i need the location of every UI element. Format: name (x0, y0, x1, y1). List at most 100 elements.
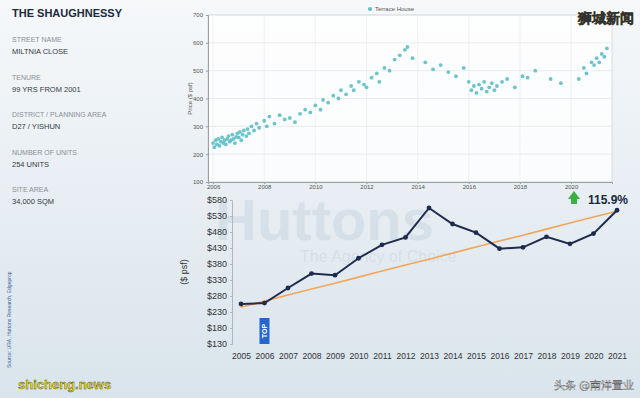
y-axis: $130$180$230$280$330$380$430$480$530$580 (207, 195, 233, 349)
point (362, 83, 366, 87)
tick: 2016 (463, 182, 477, 190)
tick-label: 2013 (420, 351, 439, 361)
point (308, 111, 312, 115)
point (331, 94, 335, 98)
tick: $180 (207, 323, 232, 333)
tick-label: $530 (207, 211, 227, 221)
grid-line (519, 15, 520, 182)
point (244, 134, 248, 138)
tick: 2013 (420, 348, 439, 361)
tick-label: 2010 (309, 184, 323, 190)
point (239, 138, 243, 142)
point (286, 286, 291, 291)
tick-mark (206, 43, 208, 44)
plot-background (208, 15, 612, 182)
tick-label: 2006 (207, 184, 221, 190)
tick-label: 2018 (538, 351, 557, 361)
tick: 2010 (350, 348, 369, 361)
point (403, 235, 408, 240)
tick-label: 2005 (232, 351, 251, 361)
tick-mark (230, 264, 232, 265)
tick-mark (230, 216, 232, 217)
x-axis: 2005200620072008200920102011201220132014… (232, 348, 627, 361)
tick: 2008 (303, 348, 322, 361)
background (0, 0, 640, 398)
tick-mark (230, 248, 232, 249)
point (427, 206, 432, 211)
tick: 600 (193, 40, 208, 46)
tick-label: 2012 (397, 351, 416, 361)
tick: 2006 (207, 182, 221, 190)
point (393, 58, 397, 62)
point (349, 84, 353, 88)
tick-label: 2016 (463, 184, 477, 190)
point (278, 113, 282, 117)
tick-label: 2009 (326, 351, 345, 361)
field-value: 99 YRS FROM 2001 (12, 85, 81, 94)
point (255, 122, 259, 126)
axis-title: Price ($ psf) (187, 82, 193, 114)
point (239, 302, 244, 307)
field-label: DISTRICT / PLANNING AREA (12, 111, 107, 118)
point (377, 80, 381, 84)
tick-label: $380 (207, 259, 227, 269)
point (521, 245, 526, 250)
up-arrow (568, 191, 580, 204)
point (521, 74, 525, 78)
point (339, 88, 343, 92)
tick: 300 (193, 124, 208, 130)
tick: 100 (193, 179, 208, 185)
point (590, 60, 594, 64)
point (446, 70, 450, 74)
field-label: NUMBER OF UNITS (12, 149, 77, 156)
point (293, 120, 297, 124)
tick: 2018 (538, 348, 557, 361)
field-value: 34,000 SQM (12, 197, 54, 206)
legend-label: Terrace House (375, 6, 415, 12)
tick-label: 400 (193, 96, 204, 102)
field-label: TENURE (12, 74, 41, 81)
point (485, 90, 489, 94)
grid-line (468, 15, 469, 182)
tick: 200 (193, 152, 208, 158)
tick: $580 (207, 195, 232, 205)
tick: 2020 (565, 182, 579, 190)
point (247, 131, 251, 135)
tick-mark (230, 200, 232, 201)
point (559, 81, 563, 85)
tick: $380 (207, 259, 232, 269)
point (265, 124, 269, 128)
tick-label: 200 (193, 152, 204, 158)
point (398, 53, 402, 57)
tick-label: $180 (207, 323, 227, 333)
tick-label: $580 (207, 195, 227, 205)
point (227, 134, 231, 138)
point (233, 141, 237, 145)
point (238, 130, 242, 134)
point (450, 222, 455, 227)
point (482, 80, 486, 84)
tick-label: 600 (193, 40, 204, 46)
point (585, 72, 589, 76)
point (497, 246, 502, 251)
tick-label: 300 (193, 124, 204, 130)
point (326, 101, 330, 105)
point (220, 136, 224, 140)
point (357, 80, 361, 84)
tick-mark (230, 328, 232, 329)
point (505, 77, 509, 81)
source: Source: URA, Huttons Research, Edgeprop (6, 271, 12, 368)
point (477, 83, 481, 87)
point (533, 69, 537, 73)
change-annotation: 115.9% (568, 191, 628, 207)
tick: 400 (193, 96, 208, 102)
point (211, 141, 215, 145)
tick-label: 100 (193, 179, 204, 185)
point (592, 63, 596, 67)
field-value: MILTNIA CLOSE (12, 47, 68, 56)
axis-line (206, 16, 209, 183)
tick: 2014 (444, 348, 463, 361)
point (309, 271, 314, 276)
point (406, 45, 410, 49)
tick: 2012 (360, 182, 374, 190)
